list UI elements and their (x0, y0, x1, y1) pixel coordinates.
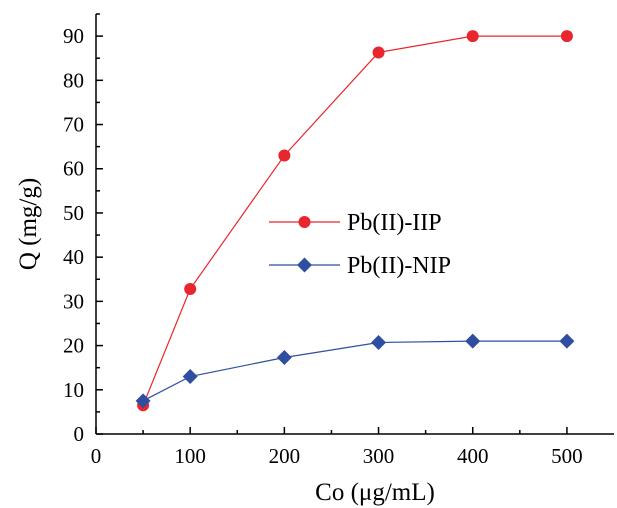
series-line (142, 340, 567, 402)
x-tick-label: 300 (363, 444, 395, 468)
legend: Pb(II)-IIP Pb(II)-NIP (269, 210, 451, 279)
legend-label: Pb(II)-NIP (347, 253, 451, 279)
x-tick-label: 400 (457, 444, 489, 468)
y-tick-label: 80 (63, 68, 84, 92)
legend-marker (297, 257, 312, 273)
x-tick-label: 500 (551, 444, 583, 468)
legend-marker (298, 216, 311, 228)
x-tick-label: 200 (269, 444, 301, 468)
y-tick-label: 70 (63, 113, 84, 137)
data-point (276, 350, 292, 366)
x-axis-title: Co (μg/mL) (315, 479, 435, 506)
data-point (559, 333, 575, 349)
data-point (182, 369, 198, 385)
axes (95, 14, 614, 435)
data-point (278, 149, 291, 162)
y-tick-label: 60 (63, 157, 84, 181)
y-ticks: 0 10 20 30 40 50 60 70 80 90 (63, 13, 103, 446)
x-tick-label: 100 (174, 444, 206, 468)
data-point (184, 282, 197, 295)
legend-item: Pb(II)-IIP (269, 210, 442, 236)
y-axis-title: Q (mg/g) (15, 178, 42, 270)
series-nip (135, 333, 575, 409)
y-tick-label: 20 (63, 334, 84, 358)
y-tick-label: 10 (63, 378, 84, 402)
y-tick-label: 90 (63, 24, 84, 48)
data-point (560, 30, 573, 43)
y-tick-label: 0 (74, 422, 85, 446)
x-ticks: 0 100 200 300 400 500 (91, 427, 583, 468)
data-point (466, 30, 479, 43)
data-point (372, 46, 385, 59)
series-line (142, 35, 567, 406)
x-tick-label: 0 (91, 444, 102, 468)
data-point (371, 334, 387, 350)
series-iip (137, 30, 573, 412)
legend-item: Pb(II)-NIP (269, 253, 451, 279)
y-tick-label: 30 (63, 289, 84, 313)
data-point (465, 333, 481, 349)
y-tick-label: 50 (63, 201, 84, 225)
legend-label: Pb(II)-IIP (347, 210, 442, 236)
y-tick-label: 40 (63, 245, 84, 269)
data-point (135, 393, 151, 409)
series-layer (135, 30, 575, 412)
